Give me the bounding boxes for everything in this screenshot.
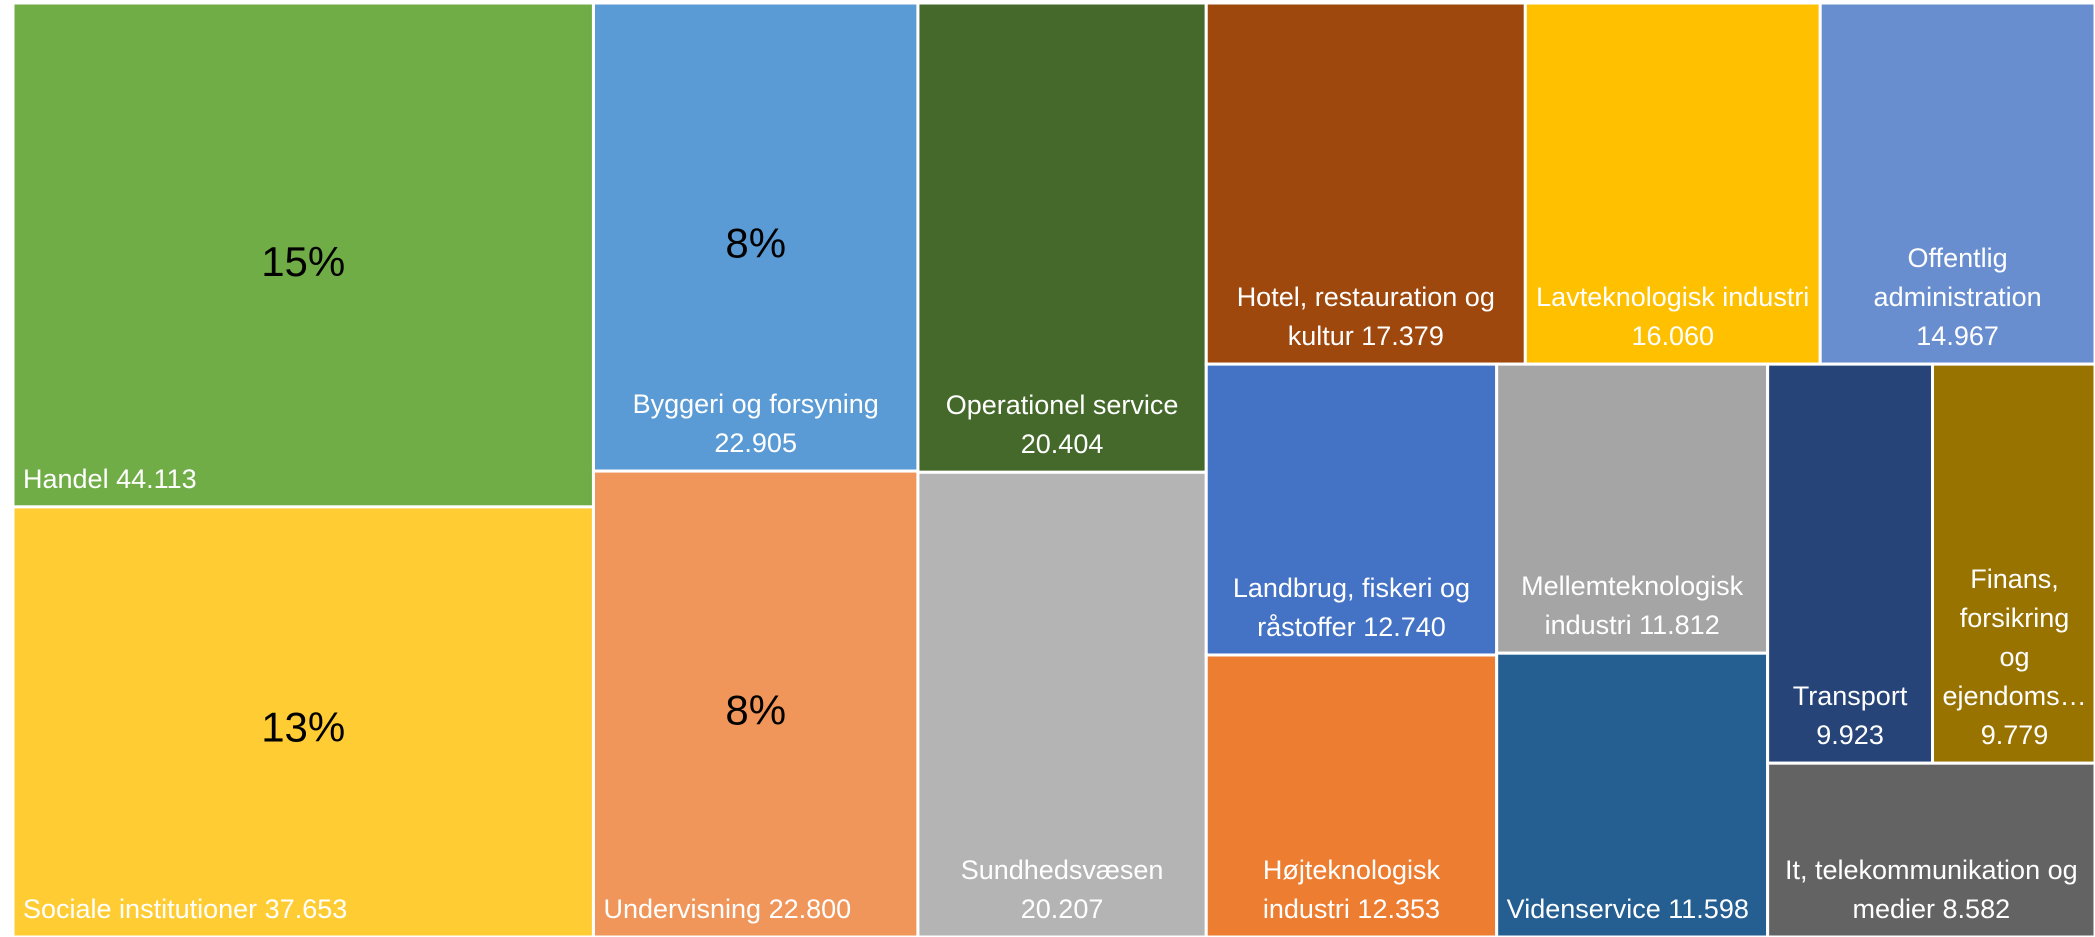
label-box: Offentlig administration 14.967 — [1820, 3, 2095, 364]
value-label: 20.207 — [1020, 893, 1104, 924]
tile-label: Operationel service 20.404 — [918, 3, 1206, 472]
label-text: Lavteknologisk industri 16.060 — [1535, 278, 1810, 356]
tile-label: Handel 44.113 — [13, 3, 593, 507]
label-box: Operationel service 20.404 — [918, 3, 1206, 472]
tile — [1766, 761, 2095, 937]
share-label: 8% — [725, 219, 786, 266]
value-label: 14.967 — [1916, 321, 1999, 352]
tile — [11, 1, 595, 509]
label-text: Transport 9.923 — [1778, 677, 1923, 755]
category-name: Finans, forsikring og ejendoms… — [1942, 564, 2087, 712]
label-box: Hotel, restauration og kultur 17.379 — [1206, 3, 1525, 364]
value-label: 11.598 — [1668, 893, 1749, 924]
tile — [591, 469, 920, 937]
tile-label: Sociale institutioner 37.653 — [13, 507, 593, 937]
value-label: 12.740 — [1363, 611, 1446, 642]
value-label: 9.779 — [1980, 720, 2049, 751]
label-box: Sociale institutioner 37.653 — [13, 507, 593, 937]
tile — [1495, 651, 1770, 937]
label-box: Finans, forsikring og ejendoms… 9.779 — [1933, 364, 2095, 763]
tile-label: Videnservice 11.598 — [1497, 653, 1768, 937]
tile-label: Sundhedsvæsen 20.207 — [918, 472, 1206, 937]
tile — [1931, 362, 2095, 765]
label-text: Operationel service 20.404 — [928, 386, 1196, 464]
share-label: 13% — [261, 704, 345, 751]
tile-label: Hotel, restauration og kultur 17.379 — [1206, 3, 1525, 364]
label-text: Sociale institutioner 37.653 — [23, 890, 347, 929]
category-name: Operationel service — [945, 390, 1179, 421]
tile-label: Transport 9.923 — [1768, 364, 1933, 763]
tile-label: Finans, forsikring og ejendoms… 9.779 — [1933, 364, 2095, 763]
label-box: Landbrug, fiskeri og råstoffer 12.740 — [1206, 364, 1496, 655]
category-name: It, telekommunikation og medier — [1784, 854, 2078, 924]
category-name: Videnservice — [1506, 893, 1661, 924]
value-label: 11.812 — [1639, 610, 1720, 641]
category-name: Offentlig administration — [1873, 243, 2042, 313]
label-text: Finans, forsikring og ejendoms… 9.779 — [1943, 560, 2087, 755]
label-box: Videnservice 11.598 — [1497, 653, 1768, 937]
value-label: 37.653 — [264, 893, 348, 924]
label-text: Hotel, restauration og kultur 17.379 — [1216, 278, 1515, 356]
category-name: Lavteknologisk industri — [1536, 282, 1810, 313]
category-name: Transport — [1792, 681, 1908, 712]
tile-label: It, telekommunikation og medier 8.582 — [1768, 763, 2095, 937]
value-label: 8.582 — [1942, 893, 2011, 924]
label-text: Byggeri og forsyning 22.905 — [603, 385, 907, 463]
value-label: 17.379 — [1361, 321, 1444, 352]
tile — [1204, 1, 1527, 366]
value-label: 16.060 — [1631, 321, 1715, 352]
category-name: Byggeri og forsyning — [632, 389, 879, 420]
value-label: 12.353 — [1357, 893, 1441, 924]
category-name: Sociale institutioner — [23, 893, 258, 924]
category-name: Sundhedsvæsen — [960, 854, 1164, 885]
category-name: Undervisning — [603, 893, 762, 924]
label-text: Offentlig administration 14.967 — [1830, 239, 2085, 356]
label-text: Undervisning 22.800 — [603, 890, 851, 929]
label-box: Handel 44.113 — [13, 3, 593, 507]
tile-label: Lavteknologisk industri 16.060 — [1525, 3, 1820, 364]
tile — [1818, 1, 2095, 366]
value-label: 22.905 — [714, 428, 797, 459]
label-text: Højteknologisk industri 12.353 — [1216, 851, 1486, 929]
label-box: Lavteknologisk industri 16.060 — [1525, 3, 1820, 364]
category-name: Mellemteknologisk industri — [1521, 571, 1744, 641]
tile — [1523, 1, 1822, 366]
label-box: Sundhedsvæsen 20.207 — [918, 472, 1206, 937]
label-text: Handel 44.113 — [23, 460, 197, 499]
category-name: Handel — [23, 463, 109, 494]
label-box: Mellemteknologisk industri 11.812 — [1497, 364, 1768, 653]
share-label: 8% — [725, 686, 786, 733]
value-label: 44.113 — [116, 463, 197, 494]
category-name: Landbrug, fiskeri og råstoffer — [1232, 572, 1471, 642]
tile — [1204, 362, 1499, 657]
tile-label: Mellemteknologisk industri 11.812 — [1497, 364, 1768, 653]
label-text: Sundhedsvæsen 20.207 — [928, 851, 1196, 929]
label-box: Byggeri og forsyning 22.905 — [593, 3, 917, 471]
value-label: 20.404 — [1020, 429, 1104, 460]
tile — [1766, 362, 1935, 765]
category-name: Højteknologisk industri — [1262, 854, 1440, 924]
tile-label: Højteknologisk industri 12.353 — [1206, 655, 1496, 937]
tile-label: Undervisning 22.800 — [593, 471, 917, 937]
label-box: Transport 9.923 — [1768, 364, 1933, 763]
label-box: Højteknologisk industri 12.353 — [1206, 655, 1496, 937]
label-box: It, telekommunikation og medier 8.582 — [1768, 763, 2095, 937]
label-text: Landbrug, fiskeri og råstoffer 12.740 — [1216, 569, 1486, 647]
category-name: Hotel, restauration og kultur — [1236, 282, 1495, 352]
tile-label: Byggeri og forsyning 22.905 — [593, 3, 917, 471]
share-label: 15% — [261, 238, 345, 285]
tile — [1495, 362, 1770, 655]
tile — [916, 470, 1208, 937]
tile-label: Offentlig administration 14.967 — [1820, 3, 2095, 364]
label-box: Undervisning 22.800 — [593, 471, 917, 937]
tile-label: Landbrug, fiskeri og råstoffer 12.740 — [1206, 364, 1496, 655]
label-text: Mellemteknologisk industri 11.812 — [1507, 567, 1758, 645]
label-text: Videnservice 11.598 — [1507, 890, 1749, 929]
value-label: 9.923 — [1816, 720, 1884, 751]
label-text: It, telekommunikation og medier 8.582 — [1778, 851, 2085, 929]
value-label: 22.800 — [768, 893, 852, 924]
